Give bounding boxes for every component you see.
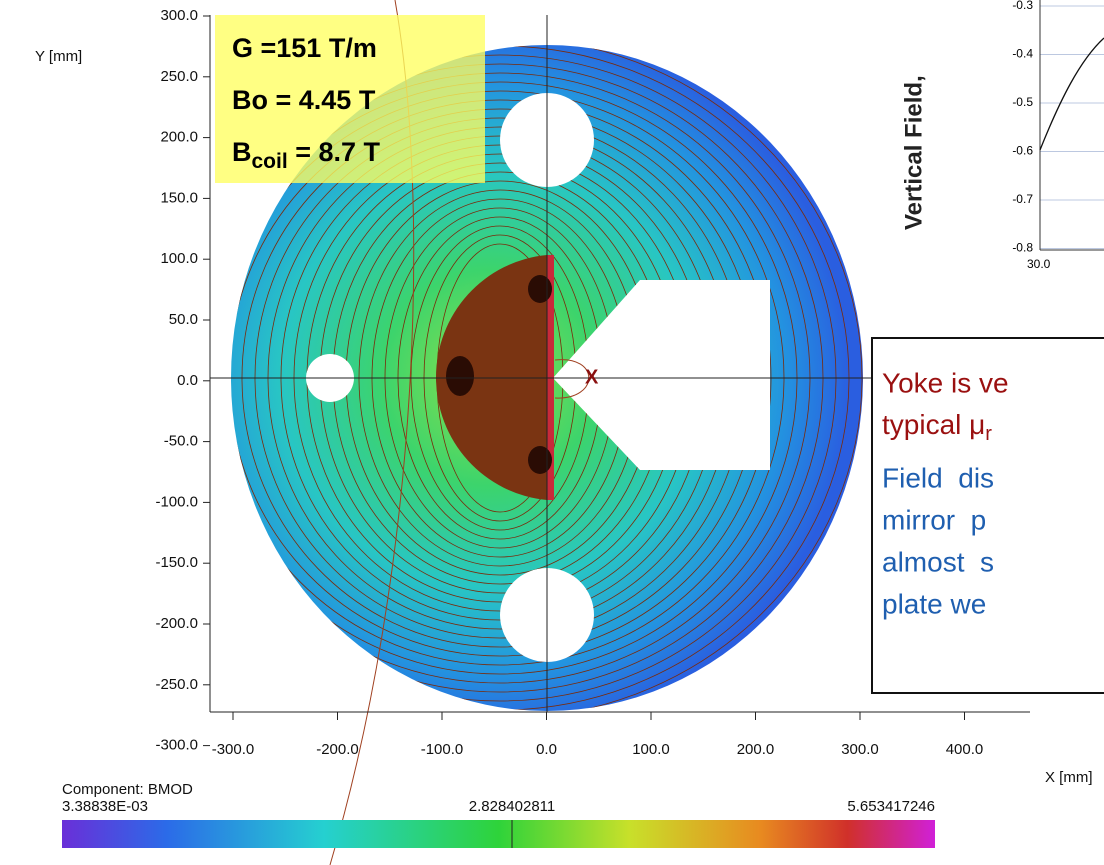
inset-y-tick: -0.4 [1012, 47, 1033, 61]
colorbar-mid: 2.828402811 [469, 798, 555, 815]
note-line: Yoke is ve [882, 367, 1009, 398]
colorbar-min: 3.38838E-03 [62, 798, 148, 815]
y-tick-label: -200.0 [155, 615, 198, 632]
coil-spot [446, 356, 474, 396]
y-tick-label: -100.0 [155, 493, 198, 510]
coil-spot [528, 446, 552, 474]
inset-y-tick: -0.3 [1012, 0, 1033, 12]
param-base: B [232, 137, 252, 167]
slide: 300.0 250.0 200.0 150.0 100.0 50.0 0.0 -50.0 -10… [0, 0, 1104, 865]
y-tick-label: 50.0 [169, 311, 198, 328]
marker: X [585, 366, 599, 388]
colorbar [62, 820, 935, 848]
x-tick-label: -100.0 [421, 741, 464, 758]
x-axis-label: X [mm] [1045, 769, 1093, 786]
inset-y-tick: -0.7 [1012, 192, 1033, 206]
note-line: almost s [882, 546, 994, 577]
y-tick-label: 200.0 [160, 129, 198, 146]
note-line: typical μr [882, 409, 992, 445]
y-tick-label: 100.0 [160, 250, 198, 267]
param-rest: = 8.7 T [288, 137, 381, 167]
inset-x-tick: 30.0 [1027, 257, 1051, 271]
x-tick-label: 100.0 [632, 741, 670, 758]
param: Bo = 4.45 T [232, 85, 376, 115]
y-tick-label: -250.0 [155, 676, 198, 693]
x-tick-label: 200.0 [737, 741, 775, 758]
x-tick-label: -300.0 [212, 741, 255, 758]
inset-y-tick: -0.6 [1012, 144, 1033, 158]
note-line: Field dis [882, 462, 994, 493]
y-tick-label: 250.0 [160, 68, 198, 85]
note-base: typical μ [882, 409, 985, 440]
y-tick-label: -50.0 [164, 433, 198, 450]
x-tick-label: 0.0 [536, 741, 557, 758]
inset-y-label: Vertical Field, [900, 75, 927, 230]
param: G =151 T/m [232, 33, 377, 63]
note-sub: r [985, 423, 992, 445]
colorbar-max: 5.653417246 [847, 798, 935, 815]
param-sub: coil [252, 150, 288, 173]
note-line: mirror p [882, 504, 986, 535]
x-tick-label: 400.0 [946, 741, 984, 758]
note-line: plate we [882, 588, 986, 619]
x-tick-label: 300.0 [841, 741, 879, 758]
coil-spot [528, 275, 552, 303]
colorbar-title: Component: BMOD [62, 781, 193, 798]
page: {"plot":{"y_axis_label":"Y [mm]","x_axis… [0, 0, 1104, 865]
y-tick-label: -150.0 [155, 554, 198, 571]
inset-y-tick: -0.5 [1012, 95, 1033, 109]
y-axis-label: Y [mm] [35, 48, 82, 65]
y-tick-label: 0.0 [177, 372, 198, 389]
y-tick-label: 300.0 [160, 7, 198, 24]
inset-y-tick: -0.8 [1012, 241, 1033, 255]
x-tick-label: -200.0 [316, 741, 359, 758]
y-tick-label: 150.0 [160, 189, 198, 206]
y-tick-label: -300.0 [155, 737, 198, 754]
